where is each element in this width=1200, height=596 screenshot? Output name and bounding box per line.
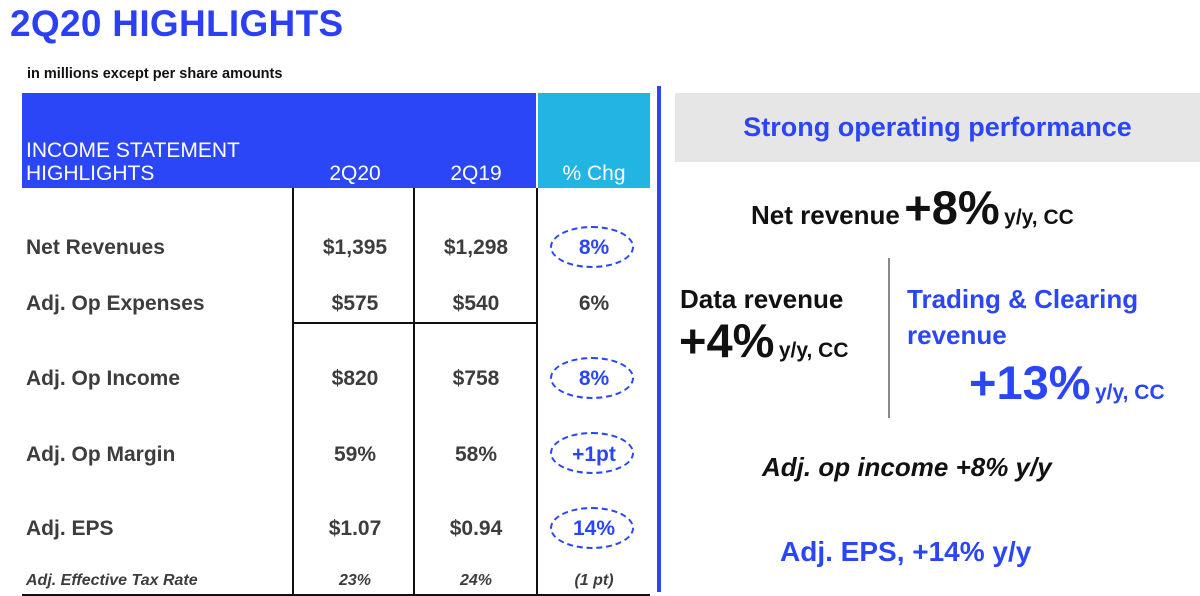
- row-label-adj-effective-tax-rate: Adj. Effective Tax Rate: [26, 572, 198, 589]
- row-label-adj-op-expenses: Adj. Op Expenses: [26, 292, 205, 315]
- column-header-pct-chg: % Chg: [562, 162, 626, 185]
- data-revenue-suffix: y/y, CC: [778, 339, 849, 362]
- cell-adj-op-income-chg: 8%: [578, 367, 610, 390]
- highlight-oval: [550, 226, 634, 268]
- cell-tax-rate-2q20: 23%: [338, 572, 372, 589]
- data-revenue-callout: +4% y/y, CC: [679, 313, 848, 368]
- cell-adj-op-margin-2q19: 58%: [454, 443, 498, 466]
- row-label-adj-eps: Adj. EPS: [26, 517, 114, 540]
- cell-adj-eps-2q20: $1.07: [328, 517, 382, 540]
- cell-adj-op-income-2q19: $758: [452, 367, 500, 390]
- trading-label-line1: Trading & Clearing: [907, 284, 1139, 314]
- highlight-oval: [550, 357, 634, 399]
- performance-banner: Strong operating performance: [675, 93, 1200, 162]
- table-bottom-rule: [22, 594, 650, 596]
- trading-suffix: y/y, CC: [1094, 381, 1165, 404]
- cell-adj-op-expenses-chg: 6%: [578, 292, 610, 315]
- cell-adj-op-expenses-2q19: $540: [452, 292, 500, 315]
- table-divider-col3: [536, 188, 538, 595]
- net-revenue-label: Net revenue: [751, 200, 900, 230]
- data-revenue-label: Data revenue: [680, 284, 844, 314]
- cell-adj-eps-2q19: $0.94: [449, 517, 503, 540]
- column-header-2q19: 2Q19: [450, 162, 502, 185]
- cell-adj-op-margin-2q20: 59%: [333, 443, 377, 466]
- net-revenue-callout: Net revenue +8% y/y, CC: [751, 180, 1074, 235]
- column-header-2q20: 2Q20: [329, 162, 381, 185]
- cell-adj-eps-chg: 14%: [572, 517, 616, 540]
- cell-net-revenues-chg: 8%: [578, 236, 610, 259]
- cell-net-revenues-2q20: $1,395: [322, 236, 388, 259]
- units-note: in millions except per share amounts: [27, 66, 283, 82]
- highlight-oval: [550, 432, 634, 474]
- table-subtotal-rule: [292, 322, 536, 324]
- table-divider-col1: [292, 188, 294, 595]
- table-header-label: INCOME STATEMENT HIGHLIGHTS: [26, 139, 240, 185]
- data-revenue-value: +4%: [679, 314, 775, 367]
- op-income-callout: Adj. op income +8% y/y: [762, 452, 1052, 482]
- highlight-oval: [550, 507, 634, 549]
- table-divider-col2: [413, 188, 415, 595]
- row-label-net-revenues: Net Revenues: [26, 236, 165, 259]
- section-divider: [657, 86, 661, 592]
- cell-tax-rate-2q19: 24%: [459, 572, 493, 589]
- trading-value: +13%: [969, 356, 1091, 409]
- trading-label-line2: revenue: [907, 320, 1007, 350]
- cell-net-revenues-2q19: $1,298: [443, 236, 509, 259]
- table-header-label-line1: INCOME STATEMENT: [26, 139, 240, 162]
- eps-callout: Adj. EPS, +14% y/y: [780, 536, 1032, 567]
- table-header-label-line2: HIGHLIGHTS: [26, 162, 155, 185]
- cell-tax-rate-chg: (1 pt): [574, 572, 614, 589]
- row-label-adj-op-margin: Adj. Op Margin: [26, 443, 176, 466]
- trading-callout: +13% y/y, CC: [969, 355, 1165, 410]
- cell-adj-op-expenses-2q20: $575: [331, 292, 379, 315]
- net-revenue-suffix: y/y, CC: [1004, 206, 1074, 229]
- page-title: 2Q20 HIGHLIGHTS: [10, 3, 344, 44]
- net-revenue-value: +8%: [904, 181, 1000, 234]
- callout-separator: [888, 258, 890, 418]
- table-header-change-background: [538, 93, 650, 188]
- table-header-background: [22, 93, 536, 188]
- cell-adj-op-margin-chg: +1pt: [572, 443, 616, 466]
- row-label-adj-op-income: Adj. Op Income: [26, 367, 181, 390]
- cell-adj-op-income-2q20: $820: [331, 367, 379, 390]
